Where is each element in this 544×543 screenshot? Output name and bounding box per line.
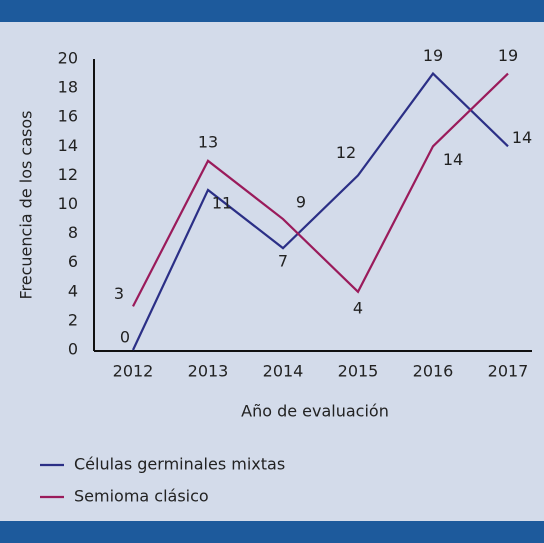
y-axis-title: Frecuencia de los casos — [17, 111, 36, 300]
x-axis-title: Año de evaluación — [241, 402, 389, 421]
data-label: 11 — [212, 193, 232, 212]
y-tick-label: 14 — [58, 136, 78, 155]
y-tick-label: 6 — [68, 252, 78, 271]
y-tick-label: 2 — [68, 310, 78, 329]
data-label: 0 — [120, 328, 130, 347]
legend-label: Células germinales mixtas — [74, 455, 285, 474]
legend-label: Semioma clásico — [74, 487, 209, 506]
data-label: 19 — [498, 46, 518, 65]
data-label: 7 — [278, 252, 288, 271]
bottom-band — [0, 521, 544, 543]
data-label: 14 — [443, 150, 463, 169]
y-tick-label: 16 — [58, 107, 78, 126]
data-label: 9 — [296, 193, 306, 212]
x-tick-label: 2016 — [413, 362, 454, 381]
data-label: 4 — [353, 298, 363, 317]
x-tick-label: 2014 — [263, 362, 304, 381]
y-tick-label: 20 — [58, 49, 78, 68]
y-tick-label: 0 — [68, 340, 78, 359]
y-tick-label: 12 — [58, 165, 78, 184]
data-label: 14 — [512, 128, 532, 147]
y-tick-label: 4 — [68, 281, 78, 300]
x-tick-label: 2017 — [488, 362, 529, 381]
y-tick-label: 8 — [68, 223, 78, 242]
top-band — [0, 0, 544, 22]
data-label: 3 — [114, 284, 124, 303]
line — [132, 71, 509, 351]
data-label: 19 — [423, 46, 443, 65]
y-tick-label: 18 — [58, 78, 78, 97]
x-tick-label: 2013 — [188, 362, 229, 381]
data-label: 13 — [198, 132, 218, 151]
y-tick-label: 10 — [58, 194, 78, 213]
line — [132, 72, 509, 307]
x-tick-label: 2012 — [113, 362, 154, 381]
data-label: 12 — [336, 143, 356, 162]
x-tick-label: 2015 — [338, 362, 379, 381]
